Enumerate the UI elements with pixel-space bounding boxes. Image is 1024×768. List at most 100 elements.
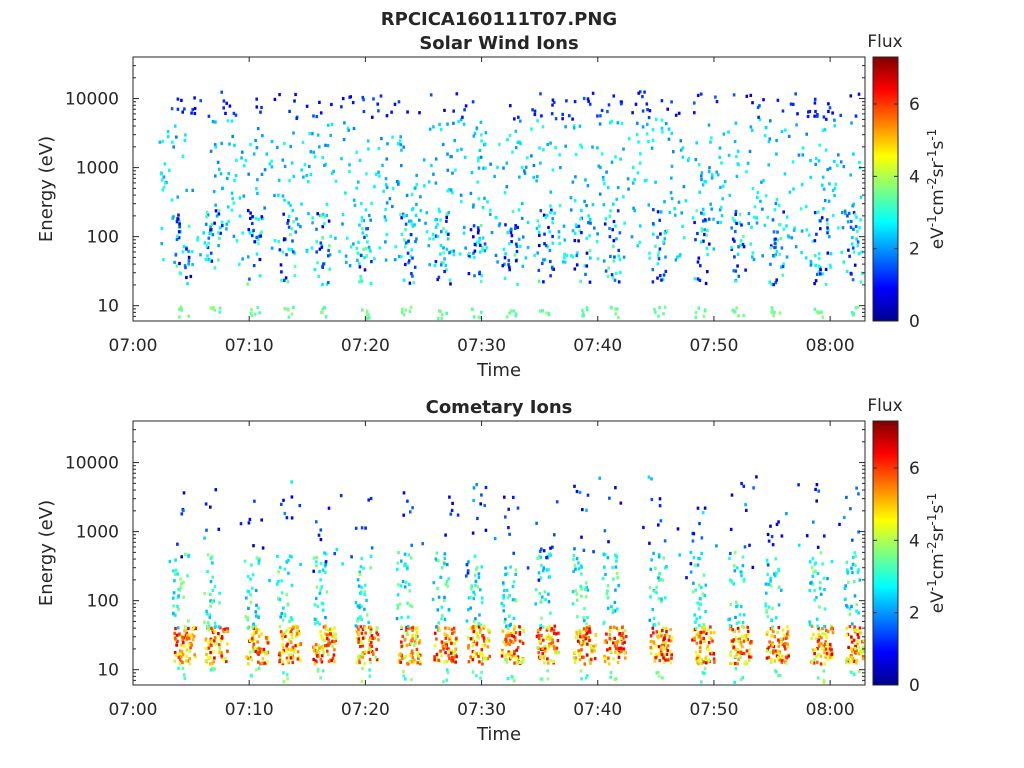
heatmap-cell [225,176,229,181]
heatmap-cell [848,625,852,629]
heatmap-cell [302,175,305,179]
heatmap-cell [403,637,407,641]
heatmap-cell [735,154,738,159]
heatmap-cell [477,240,481,244]
heatmap-cell [781,273,785,277]
heatmap-cell [735,306,738,310]
heatmap-cell [400,644,404,648]
heatmap-cell [217,643,221,647]
heatmap-cell [852,659,856,663]
heatmap-cell [287,225,291,229]
heatmap-cell [541,309,544,313]
heatmap-cell [579,584,583,589]
heatmap-cell [356,617,360,621]
heatmap-cell [538,224,541,228]
heatmap-cell [285,560,289,564]
heatmap-cell [769,584,773,588]
heatmap-cell [810,660,814,664]
heatmap-cell [718,146,722,150]
heatmap-cell [812,570,815,574]
heatmap-cell [436,277,439,282]
heatmap-cell [573,660,577,665]
heatmap-cell [189,641,193,645]
heatmap-cell [641,95,644,99]
heatmap-cell [364,208,368,212]
heatmap-cell [588,280,592,284]
heatmap-cell [330,171,334,175]
heatmap-cell [249,311,253,315]
heatmap-cell [383,215,387,219]
heatmap-cell [762,98,765,102]
heatmap-cell [206,553,210,557]
heatmap-cell [816,624,819,628]
heatmap-cell [551,98,555,102]
heatmap-cell [543,590,547,594]
heatmap-cell [187,553,190,557]
heatmap-cell [323,564,327,568]
heatmap-cell [622,255,626,259]
heatmap-cell [251,221,254,226]
heatmap-cell [698,615,702,619]
heatmap-cell [759,199,762,203]
heatmap-cell [613,278,617,282]
heatmap-cell [815,483,819,487]
heatmap-cell [549,210,552,214]
heatmap-cell [321,212,325,216]
heatmap-cell [654,644,658,648]
heatmap-cell [324,616,327,620]
heatmap-cell [366,227,369,231]
heatmap-cell [712,247,716,251]
heatmap-cell [674,258,678,262]
heatmap-cell [486,645,490,649]
heatmap-cell [619,270,622,275]
heatmap-cell [737,274,741,278]
heatmap-cell [481,644,484,648]
heatmap-cell [826,630,830,634]
heatmap-cell [842,165,846,169]
heatmap-cell [213,630,216,634]
heatmap-cell [538,591,541,596]
heatmap-cell [231,134,234,139]
heatmap-cell [384,207,387,212]
heatmap-cell [615,677,618,681]
heatmap-cell [211,631,215,635]
heatmap-cell [586,97,590,101]
heatmap-cell [373,257,376,261]
heatmap-cell [547,625,550,629]
heatmap-cell [584,272,587,276]
heatmap-cell [326,633,329,637]
heatmap-cell [428,237,431,241]
heatmap-cell [751,187,755,191]
heatmap-cell [817,489,820,493]
heatmap-cell [385,233,389,237]
heatmap-cell [327,281,330,285]
heatmap-cell [254,614,258,618]
heatmap-cell [612,244,615,249]
heatmap-cell [818,581,822,585]
heatmap-cell [483,643,487,647]
heatmap-cell [292,220,295,224]
heatmap-cell [344,191,347,195]
heatmap-cell [235,158,238,162]
heatmap-cell [582,642,585,646]
heatmap-cell [814,648,818,652]
panel-title: Cometary Ions [426,397,573,418]
heatmap-cell [440,261,444,265]
heatmap-cell [397,180,401,184]
heatmap-cell [770,644,773,648]
heatmap-cell [823,607,827,611]
heatmap-cell [764,602,767,606]
heatmap-cell [661,130,664,134]
heatmap-cell [162,175,166,179]
heatmap-cell [508,642,511,646]
x-tick-label: 07:00 [109,336,158,356]
heatmap-cell [582,313,586,317]
heatmap-cell [406,251,410,255]
heatmap-cell [661,676,664,680]
heatmap-cell [760,180,763,184]
heatmap-cell [432,581,436,585]
heatmap-cell [323,306,326,310]
heatmap-cell [669,628,672,632]
heatmap-cell [858,578,862,582]
